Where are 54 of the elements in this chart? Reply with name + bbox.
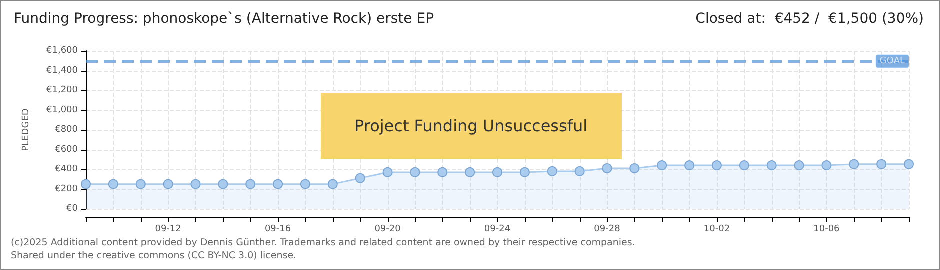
point — [355, 173, 366, 184]
chart-title: Funding Progress: phonoskope`s (Alternative Rock) erste EP — [14, 11, 434, 27]
y-tick-label: €800 — [55, 125, 78, 135]
point — [108, 179, 118, 190]
point — [81, 179, 91, 190]
x-tick-label: 09-20 — [374, 224, 402, 234]
annotation: Project Funding Unsuccessful — [354, 116, 588, 136]
y-tick-label: €400 — [55, 164, 78, 174]
x-tick-label: 09-28 — [594, 224, 621, 234]
point — [520, 167, 530, 178]
y-axis-title: PLEDGED — [22, 108, 32, 152]
point — [136, 179, 146, 190]
point — [657, 160, 668, 171]
y-tick-label: €1,200 — [46, 86, 78, 96]
point — [410, 167, 420, 178]
ref-line-label: GOAL — [880, 56, 905, 66]
x-tick-label: 10-02 — [704, 224, 730, 234]
point — [849, 159, 860, 170]
point — [328, 179, 338, 190]
point — [246, 179, 256, 190]
text: Shared under the creative commons (CC BY-NC 3.0) license. — [11, 250, 297, 262]
x-tick-label: 09-24 — [484, 224, 511, 234]
point — [630, 164, 640, 174]
point — [574, 166, 585, 176]
x-tick-label: 10-06 — [814, 224, 840, 234]
point — [465, 167, 476, 178]
y-tick-label: €1,600 — [46, 46, 78, 56]
point — [876, 159, 887, 170]
point — [492, 167, 502, 178]
y-tick-label: €1,400 — [46, 66, 78, 76]
point — [794, 160, 804, 171]
point — [190, 179, 201, 190]
point — [712, 160, 722, 171]
point — [218, 179, 228, 190]
point — [822, 160, 832, 171]
y-tick-label: €600 — [55, 144, 78, 155]
point — [684, 160, 695, 171]
point — [602, 164, 612, 174]
point — [766, 160, 777, 171]
point — [438, 167, 448, 178]
point — [904, 159, 914, 170]
point — [163, 179, 174, 190]
y-tick-label: €200 — [55, 184, 78, 194]
chart-subtitle: Closed at: €452 / €1,500 (30%) — [696, 11, 924, 27]
point — [547, 166, 558, 176]
x-tick-label: 09-12 — [155, 224, 182, 234]
y-tick-label: €1,000 — [46, 105, 78, 116]
text: (c)2025 Additional content provided by Dennis Günther. Trademarks and related content are owned by their respective companies. — [11, 238, 636, 248]
point — [382, 167, 393, 178]
y-tick-label: €0 — [66, 204, 78, 214]
point — [739, 160, 750, 171]
point — [300, 179, 310, 190]
x-tick-label: 09-16 — [264, 224, 292, 234]
point — [273, 179, 284, 190]
